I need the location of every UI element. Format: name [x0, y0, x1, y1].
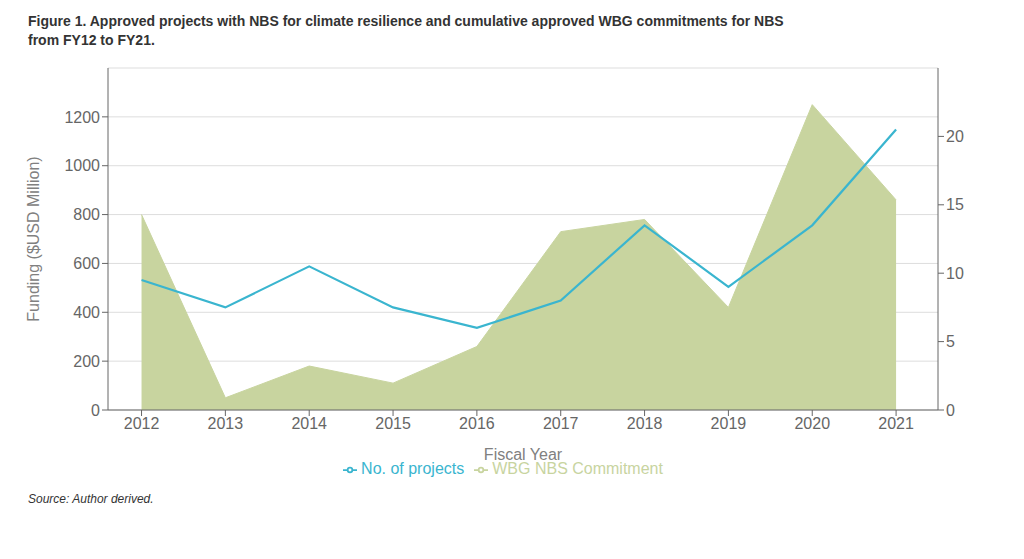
- svg-text:2017: 2017: [543, 415, 579, 432]
- svg-text:2014: 2014: [291, 415, 327, 432]
- svg-text:800: 800: [73, 206, 100, 223]
- svg-text:2016: 2016: [459, 415, 495, 432]
- svg-text:2021: 2021: [878, 415, 914, 432]
- svg-text:600: 600: [73, 255, 100, 272]
- svg-text:2015: 2015: [375, 415, 411, 432]
- svg-text:0: 0: [91, 401, 100, 418]
- svg-text:10: 10: [946, 265, 964, 282]
- svg-text:Fiscal Year: Fiscal Year: [484, 446, 563, 463]
- svg-text:0: 0: [946, 401, 955, 418]
- html-text:Figure 1. Approved projects wi: Figure 1. Approved projects with NBS for…: [28, 13, 784, 48]
- svg-text:2019: 2019: [711, 415, 747, 432]
- svg-text:2013: 2013: [208, 415, 244, 432]
- svg-text:200: 200: [73, 353, 100, 370]
- svg-text:1200: 1200: [64, 108, 100, 125]
- svg-text:2018: 2018: [627, 415, 663, 432]
- svg-text:Funding ($USD Million): Funding ($USD Million): [25, 156, 42, 321]
- svg-text:2012: 2012: [124, 415, 160, 432]
- svg-text:15: 15: [946, 196, 964, 213]
- svg-text:20: 20: [946, 128, 964, 145]
- html-text:No. of projects: No. of projects: [361, 459, 465, 477]
- svg-text:1000: 1000: [64, 157, 100, 174]
- html-text:Source: Author derived.: Source: Author derived.: [28, 491, 154, 506]
- svg-text:400: 400: [73, 304, 100, 321]
- svg-text:5: 5: [946, 333, 955, 350]
- html-text:WBG NBS Commitment: WBG NBS Commitment: [492, 459, 663, 477]
- svg-text:2020: 2020: [794, 415, 830, 432]
